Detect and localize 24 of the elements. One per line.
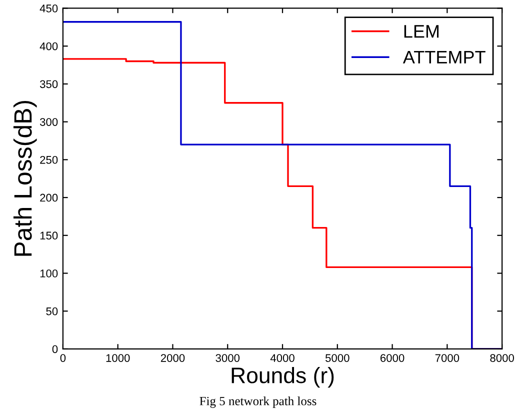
y-tick-label: 450 — [40, 4, 58, 12]
y-tick-label: 150 — [40, 232, 58, 240]
y-tick-label: 350 — [40, 80, 58, 88]
y-tick-label: 300 — [40, 118, 58, 126]
y-tick-label: 200 — [40, 194, 58, 202]
x-tick-label: 5000 — [325, 354, 350, 362]
legend-label: LEM — [404, 25, 439, 38]
x-tick-label: 0 — [60, 354, 66, 362]
y-tick-label: 400 — [40, 42, 58, 50]
x-tick-label: 8000 — [490, 354, 514, 362]
x-axis-title: Rounds (r) — [232, 366, 334, 388]
y-tick-label: 100 — [40, 270, 58, 278]
y-tick-label: 250 — [40, 156, 58, 164]
x-tick-label: 4000 — [270, 354, 294, 362]
x-tick-label: 2000 — [160, 354, 185, 362]
x-tick-label: 1000 — [106, 354, 130, 362]
y-axis-title: Path Loss(dB) — [13, 100, 37, 256]
y-tick-label: 0 — [52, 345, 58, 354]
caption: Fig 5 network path loss — [200, 396, 316, 408]
x-tick-label: 6000 — [380, 354, 404, 362]
y-tick-label: 50 — [46, 307, 58, 316]
x-tick-label: 3000 — [216, 354, 240, 362]
legend-label: ATTEMPT — [402, 51, 486, 64]
x-tick-label: 7000 — [435, 354, 460, 362]
